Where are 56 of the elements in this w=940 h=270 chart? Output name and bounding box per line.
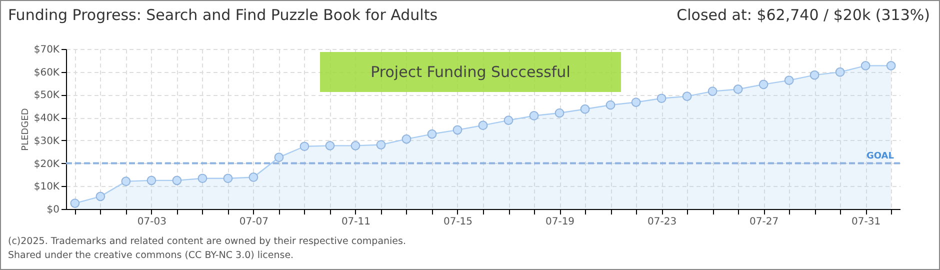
y-tick-label: $0 (46, 204, 60, 216)
point (198, 174, 208, 184)
point (554, 108, 564, 118)
point (427, 129, 437, 139)
x-tick-label: 07-19 (545, 216, 575, 228)
point (274, 152, 284, 162)
x-tick-label: 07-23 (648, 216, 677, 228)
point (350, 141, 360, 150)
y-tick-label: $50K (34, 90, 60, 102)
point (325, 141, 335, 150)
chart-title: Funding Progress: Search and Find Puzzle Book for Adults (8, 6, 438, 24)
x-tick-label: 07-03 (137, 216, 166, 228)
y-tick-label: $10K (34, 182, 60, 193)
y-tick-label: $20K (34, 158, 60, 170)
point (708, 86, 718, 96)
text: Closed at: $62,740 / $20k (313%) (676, 6, 930, 24)
point (529, 111, 539, 120)
point (300, 142, 310, 152)
point (835, 67, 845, 77)
point (860, 61, 870, 70)
point (784, 76, 794, 85)
y-axis-title: PLEDGED (20, 108, 31, 151)
point (452, 125, 462, 135)
point (758, 80, 768, 90)
point (478, 120, 488, 130)
point (504, 116, 514, 125)
y-tick-label: $30K (34, 136, 60, 147)
point (810, 70, 820, 80)
x-tick-label: 07-27 (750, 216, 779, 228)
x-tick-label: 07-15 (443, 216, 473, 228)
x-tick-label: 07-31 (852, 216, 881, 228)
success-banner: Project Funding Successful (320, 52, 621, 92)
point (376, 140, 386, 150)
point (631, 98, 641, 107)
point (96, 192, 106, 202)
y-tick-label: $40K (34, 113, 60, 124)
point (606, 100, 616, 110)
y-tick-label: $60K (34, 67, 60, 78)
x-tick-label: 07-11 (341, 216, 371, 228)
x-tick-label: 07-07 (239, 216, 268, 228)
point (172, 176, 182, 186)
text: (c)2025. Trademarks and related content are owned by their respective companies. (8, 236, 406, 247)
point (580, 104, 590, 114)
ref-line-label: GOAL (866, 151, 894, 162)
point (656, 94, 666, 104)
point (733, 84, 743, 94)
point (886, 61, 896, 70)
point (248, 172, 258, 182)
point (682, 92, 692, 101)
point (146, 176, 156, 186)
point (223, 174, 233, 184)
text: Shared under the creative commons (CC BY-NC 3.0) license. (8, 250, 294, 261)
y-tick-label: $70K (34, 44, 60, 56)
point (70, 198, 80, 208)
point (121, 176, 131, 186)
point (402, 134, 412, 144)
